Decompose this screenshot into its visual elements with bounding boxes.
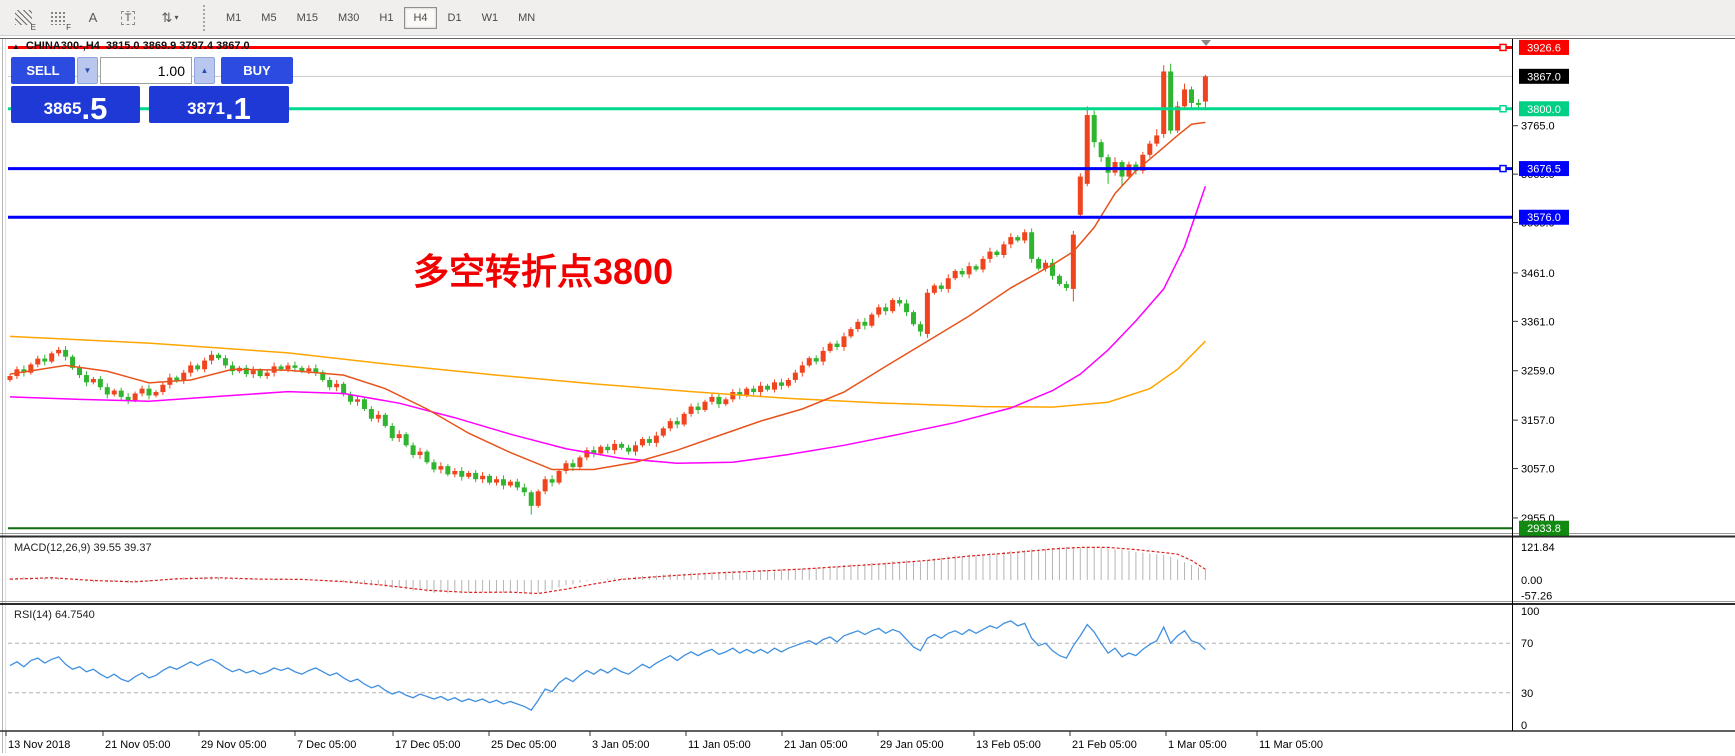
price-tick-label: 3259.0 bbox=[1521, 366, 1555, 378]
price-badge-label: 3800.0 bbox=[1527, 104, 1561, 116]
buy-button[interactable]: BUY bbox=[221, 57, 293, 84]
letter-a-tool-icon[interactable]: A bbox=[80, 6, 106, 30]
text-label-tool-icon[interactable]: T bbox=[115, 6, 141, 30]
price-tick-label: 3157.0 bbox=[1521, 415, 1555, 427]
time-tick-label: 13 Feb 05:00 bbox=[976, 739, 1041, 751]
volume-input[interactable] bbox=[100, 57, 192, 84]
timeframe-button-W1[interactable]: W1 bbox=[481, 11, 499, 24]
timeframe-button-M1[interactable]: M1 bbox=[226, 11, 242, 24]
time-tick-label: 25 Dec 05:00 bbox=[491, 739, 556, 751]
hatch-tool-e-icon[interactable]: E bbox=[10, 6, 36, 32]
timeframe-button-MN[interactable]: MN bbox=[518, 11, 536, 24]
price-tick-label: 3765.0 bbox=[1521, 121, 1555, 133]
price-badge bbox=[1519, 161, 1569, 177]
timeframe-button-D1[interactable]: D1 bbox=[447, 11, 462, 24]
time-tick-label: 13 Nov 2018 bbox=[8, 739, 70, 751]
time-tick-label: 3 Jan 05:00 bbox=[592, 739, 650, 751]
a-glyph: A bbox=[88, 10, 98, 25]
arrows-tool-icon[interactable]: ⇅ ▾ bbox=[150, 6, 190, 30]
price-badge-label: 2933.8 bbox=[1527, 523, 1561, 535]
time-tick-label: 11 Mar 05:00 bbox=[1259, 739, 1323, 751]
grid-tool-f-icon[interactable]: F bbox=[45, 6, 71, 32]
time-tick-label: 17 Dec 05:00 bbox=[395, 739, 460, 751]
time-tick-label: 29 Nov 05:00 bbox=[201, 739, 266, 751]
rsi-indicator-label: RSI(14) 64.7540 bbox=[14, 609, 95, 621]
timeframe-button-M5[interactable]: M5 bbox=[261, 11, 277, 24]
ma-mid-line bbox=[9, 185, 1207, 464]
price-tick-label: 3461.0 bbox=[1521, 268, 1555, 280]
toolbar-separator bbox=[203, 4, 205, 31]
sell-price-main: 3865 bbox=[43, 99, 82, 118]
sell-price-fraction: .5 bbox=[81, 90, 108, 126]
price-tick-label: 3057.0 bbox=[1521, 464, 1555, 476]
ohlc-readout: 3815.0 3869.9 3797.4 3867.0 bbox=[105, 40, 250, 52]
symbol-header: ▲ CHINA300-,H4 3815.0 3869.9 3797.4 3867… bbox=[12, 40, 250, 52]
timeframe-button-H4[interactable]: H4 bbox=[404, 6, 437, 29]
line-anchor-marker bbox=[1499, 105, 1507, 113]
timeframe-button-H1[interactable]: H1 bbox=[379, 11, 394, 24]
rsi-axis-label: 100 bbox=[1521, 606, 1539, 618]
timeframe-buttons: M1 M5 M15 M30 H1 H4 D1 W1 MN bbox=[217, 6, 546, 29]
price-badge-label: 3926.6 bbox=[1527, 42, 1561, 54]
price-badge-label: 3676.5 bbox=[1527, 164, 1561, 176]
symbol-title: CHINA300-,H4 bbox=[25, 40, 100, 52]
macd-axis-label: 0.00 bbox=[1521, 575, 1542, 587]
price-badge bbox=[1519, 520, 1569, 536]
price-badge-label: 3576.0 bbox=[1527, 212, 1561, 224]
rsi-axis-label: 70 bbox=[1521, 638, 1533, 650]
time-tick-label: 29 Jan 05:00 bbox=[880, 739, 944, 751]
toolbar: E F A T ⇅ ▾ M1 M5 M15 M30 H1 H4 D1 W1 MN bbox=[0, 0, 1735, 36]
macd-signal-line bbox=[9, 546, 1206, 595]
timeframe-button-M15[interactable]: M15 bbox=[296, 11, 318, 24]
time-tick-label: 21 Jan 05:00 bbox=[784, 739, 848, 751]
dot-grid-glyph bbox=[50, 10, 66, 25]
time-tick-label: 21 Feb 05:00 bbox=[1072, 739, 1137, 751]
hatch-glyph bbox=[14, 10, 32, 25]
timeframe-button-M30[interactable]: M30 bbox=[337, 11, 360, 24]
f-subscript: F bbox=[66, 22, 71, 32]
volume-increase-button[interactable]: ▲ bbox=[194, 57, 215, 84]
one-click-trade-panel: SELL ▼ ▲ BUY 3865 .5 3871 .1 bbox=[11, 57, 293, 126]
macd-indicator-label: MACD(12,26,9) 39.55 39.37 bbox=[14, 542, 152, 554]
buy-price-fraction: .1 bbox=[224, 90, 251, 126]
rsi-line bbox=[9, 620, 1206, 712]
buy-price-box[interactable]: 3871 .1 bbox=[149, 86, 289, 126]
macd-axis-label: -57.26 bbox=[1521, 590, 1552, 602]
chart-shift-marker-icon bbox=[1201, 40, 1211, 46]
line-anchor-marker bbox=[1499, 164, 1507, 173]
e-subscript: E bbox=[30, 22, 36, 32]
dropdown-caret-icon: ▾ bbox=[174, 13, 179, 22]
sell-button[interactable]: SELL bbox=[11, 57, 75, 84]
arrows-glyph: ⇅ bbox=[161, 9, 173, 25]
collapse-panel-icon[interactable]: ▲ bbox=[12, 41, 20, 51]
time-tick-label: 21 Nov 05:00 bbox=[105, 739, 170, 751]
buy-price-main: 3871 bbox=[187, 99, 225, 118]
price-badge bbox=[1519, 101, 1569, 117]
rsi-axis-label: 30 bbox=[1521, 688, 1533, 700]
price-tick-label: 3361.0 bbox=[1521, 316, 1555, 328]
t-glyph: T bbox=[120, 10, 136, 25]
ma-slow-line bbox=[9, 335, 1206, 408]
macd-axis-label: 121.84 bbox=[1521, 542, 1555, 554]
price-badge bbox=[1519, 68, 1569, 84]
price-badge bbox=[1519, 209, 1569, 225]
sell-price-box[interactable]: 3865 .5 bbox=[11, 86, 140, 126]
time-tick-label: 11 Jan 05:00 bbox=[688, 739, 751, 751]
price-badge-label: 3867.0 bbox=[1527, 71, 1561, 83]
price-badge bbox=[1519, 39, 1569, 55]
time-tick-label: 7 Dec 05:00 bbox=[297, 739, 356, 751]
chart-annotation-text: 多空转折点3800 bbox=[413, 251, 674, 292]
chart-canvas[interactable]: 3765.03665.03565.03461.03361.03259.03157… bbox=[0, 36, 1735, 756]
volume-decrease-button[interactable]: ▼ bbox=[77, 57, 98, 84]
line-anchor-marker bbox=[1499, 43, 1507, 52]
macd-histogram bbox=[9, 546, 1206, 595]
ma-fast-line bbox=[9, 121, 1206, 471]
rsi-axis-label: 0 bbox=[1521, 720, 1527, 732]
time-tick-label: 1 Mar 05:00 bbox=[1168, 739, 1227, 751]
